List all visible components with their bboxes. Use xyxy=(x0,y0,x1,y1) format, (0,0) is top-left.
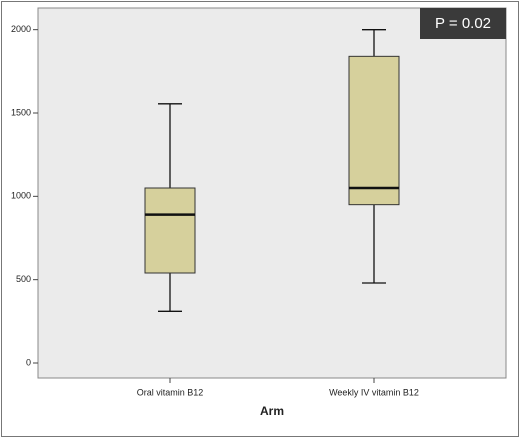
y-tick-label: 2000 xyxy=(11,24,31,34)
plot-area xyxy=(37,7,507,379)
x-tick-label: Oral vitamin B12 xyxy=(137,387,204,397)
x-tick-label: Weekly IV vitamin B12 xyxy=(329,387,419,397)
y-tick-label: 1500 xyxy=(11,107,31,117)
box xyxy=(348,55,400,206)
x-axis-label: Arm xyxy=(260,404,284,418)
y-tick-label: 1000 xyxy=(11,191,31,201)
y-tick-label: 500 xyxy=(16,274,31,284)
annotation: P = 0.02 xyxy=(435,15,491,32)
y-tick-label: 0 xyxy=(26,357,31,367)
annotation-box xyxy=(420,8,506,39)
box xyxy=(144,187,196,274)
